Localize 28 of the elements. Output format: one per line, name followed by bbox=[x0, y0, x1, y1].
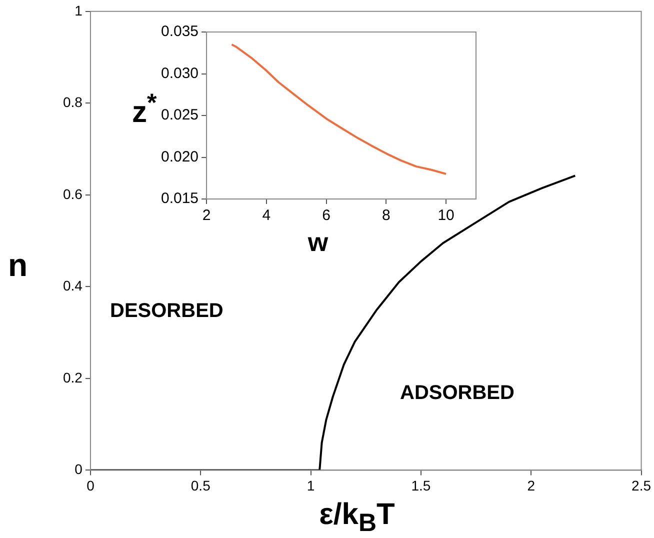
x-tick-label: 6 bbox=[322, 207, 330, 224]
x-tick-label: 4 bbox=[262, 207, 271, 224]
y-tick-label: 0.6 bbox=[62, 186, 83, 202]
x-axis-title: ε/k$_{B}$T bbox=[318, 498, 396, 538]
y-tick-label: 0.020 bbox=[160, 148, 199, 166]
y-tick-label: 0.4 bbox=[62, 278, 83, 294]
y-axis-title: z$^{*}$ bbox=[132, 89, 157, 130]
x-tick-label: 0.5 bbox=[190, 477, 211, 494]
y-tick-label: 0.015 bbox=[160, 190, 199, 208]
y-tick-label: 0.030 bbox=[160, 64, 199, 82]
y-axis-title: n bbox=[8, 247, 28, 284]
y-tick-label: 1 bbox=[74, 2, 83, 18]
annotation: ADSORBED bbox=[400, 382, 514, 405]
x-tick-label: 2 bbox=[202, 207, 211, 224]
y-tick-label: 0.2 bbox=[62, 369, 83, 386]
x-axis-title: w bbox=[306, 227, 330, 258]
x-tick-label: 2.5 bbox=[632, 477, 652, 494]
x-tick-label: 10 bbox=[438, 207, 454, 224]
x-tick-label: 0 bbox=[86, 477, 95, 494]
y-tick-label: 0.035 bbox=[160, 23, 199, 40]
x-tick-label: 1.5 bbox=[411, 477, 431, 494]
x-tick-label: 8 bbox=[382, 207, 390, 224]
annotation: DESORBED bbox=[110, 300, 224, 323]
y-tick-label: 0 bbox=[74, 461, 83, 478]
y-tick-label: 0.8 bbox=[62, 94, 83, 110]
y-tick-label: 0.025 bbox=[160, 106, 199, 124]
x-tick-label: 2 bbox=[527, 477, 536, 494]
x-tick-label: 1 bbox=[306, 477, 315, 494]
